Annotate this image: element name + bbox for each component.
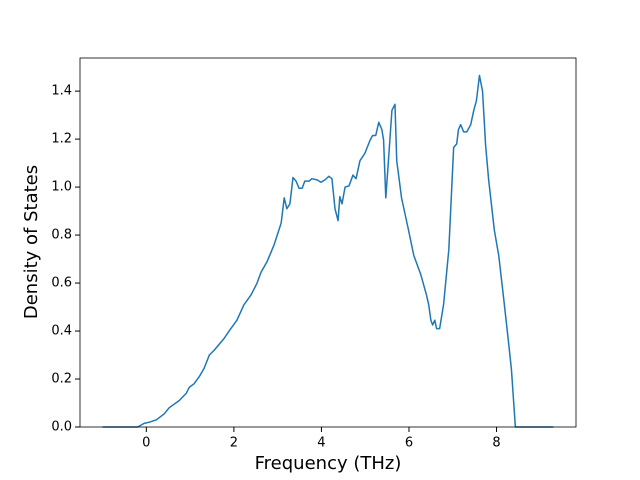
- x-tick-label: 4: [317, 436, 325, 451]
- y-tick-label: 0.8: [51, 228, 72, 243]
- line-series: [102, 74, 554, 428]
- y-tick-label: 0.0: [51, 420, 72, 435]
- y-tick-label: 0.6: [51, 276, 72, 291]
- x-tick-label: 2: [230, 436, 238, 451]
- x-tick-label: 0: [142, 436, 150, 451]
- y-tick-label: 1.2: [51, 132, 72, 147]
- y-tick-label: 0.4: [51, 324, 72, 339]
- y-axis-label: Density of States: [21, 165, 42, 319]
- x-axis-label: Frequency (THz): [255, 453, 402, 474]
- y-tick-label: 1.0: [51, 180, 72, 195]
- y-tick-label: 1.4: [51, 84, 72, 99]
- x-tick-label: 6: [405, 436, 413, 451]
- y-tick-label: 0.2: [51, 372, 72, 387]
- plot-frame: [79, 57, 577, 428]
- x-tick-label: 8: [492, 436, 500, 451]
